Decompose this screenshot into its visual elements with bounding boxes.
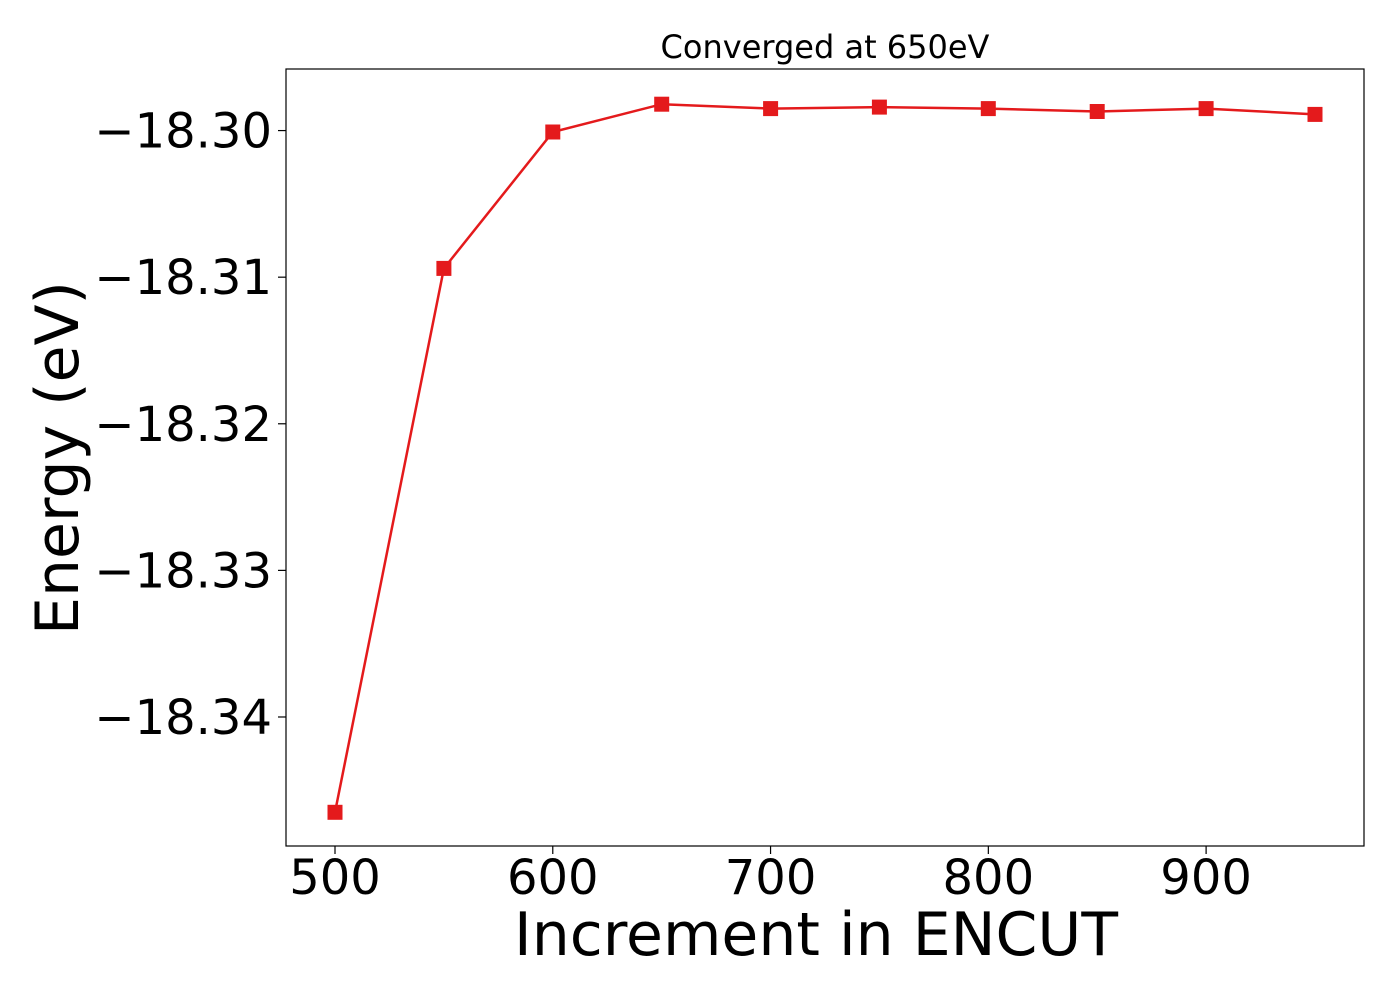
data-point-marker	[1198, 101, 1214, 117]
chart-title: Converged at 650eV	[661, 28, 990, 66]
data-point-marker	[980, 101, 996, 117]
x-tick-label: 900	[1160, 850, 1252, 906]
y-tick-label: −18.31	[94, 250, 272, 306]
data-point-marker	[654, 96, 670, 112]
y-tick-label: −18.30	[94, 104, 272, 160]
data-point-marker	[327, 804, 343, 820]
data-point-marker	[1307, 106, 1323, 122]
x-tick-label: 800	[943, 850, 1035, 906]
data-point-marker	[1089, 104, 1105, 119]
y-tick-label: −18.33	[94, 543, 272, 599]
y-tick-label: −18.32	[94, 397, 272, 453]
x-tick-label: 600	[507, 850, 599, 906]
y-axis-label: Energy (eV)	[23, 281, 93, 635]
series-line	[333, 102, 1316, 813]
x-axis: 500 600 700 800 900	[289, 846, 1252, 906]
data-point-marker	[763, 101, 779, 117]
x-axis-label: Increment in ENCUT	[514, 900, 1118, 970]
x-tick-label: 500	[289, 850, 381, 906]
data-point-marker	[871, 99, 887, 115]
y-tick-label: −18.34	[94, 690, 272, 746]
x-tick-label: 700	[725, 850, 817, 906]
data-point-marker	[545, 124, 561, 140]
y-axis: −18.34 −18.33 −18.32 −18.31 −18.30	[94, 104, 286, 746]
plot-area-frame	[285, 68, 1365, 847]
series-layer	[327, 96, 1323, 820]
data-point-marker	[436, 260, 452, 276]
